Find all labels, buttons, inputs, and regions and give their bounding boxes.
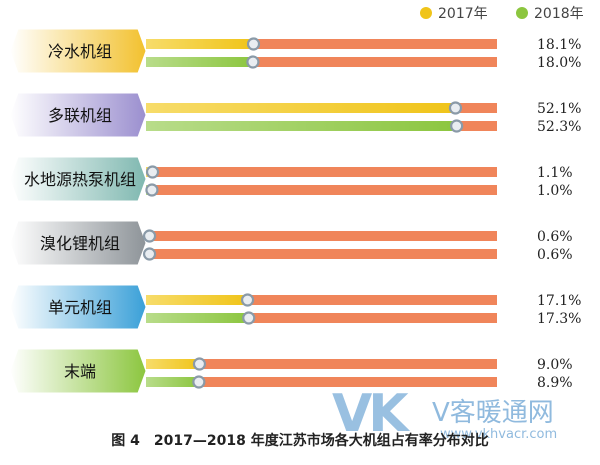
legend-2018: 2018年 xyxy=(516,3,584,23)
bar-marker-1-0 xyxy=(448,101,463,115)
bar-marker-3-0 xyxy=(142,229,157,243)
bar-track-5-0 xyxy=(146,359,497,369)
bar-track-0-0 xyxy=(146,39,497,49)
bar-track-3-0 xyxy=(146,231,497,241)
data-label-5-0: 9.0% xyxy=(537,357,573,373)
data-label-2-1: 1.0% xyxy=(537,183,573,199)
bar-track-3-1 xyxy=(146,249,497,259)
category-tag-3 xyxy=(9,220,147,266)
category-tag-5 xyxy=(9,348,147,394)
bar-track-4-1 xyxy=(146,313,497,323)
category-label-5: 末端 xyxy=(64,362,96,381)
bar-marker-1-1 xyxy=(450,119,464,133)
bar-1-1 xyxy=(146,121,457,131)
legend-2017: 2017年 xyxy=(420,3,488,23)
category-label-1: 多联机组 xyxy=(48,106,112,125)
figure-caption: 图 4 2017—2018 年度江苏市场各大机组占有率分布对比 xyxy=(111,433,489,449)
watermark-logo: VK xyxy=(332,384,409,444)
legend-2018-swatch xyxy=(516,7,528,19)
bar-marker-2-1 xyxy=(145,183,159,197)
data-label-4-1: 17.3% xyxy=(537,311,581,327)
legend-2017-label: 2017年 xyxy=(438,6,488,22)
category-label-3: 溴化锂机组 xyxy=(40,234,120,253)
bar-track-4-0 xyxy=(146,295,497,305)
bar-marker-0-0 xyxy=(246,37,261,51)
category-tag-4 xyxy=(9,284,147,330)
data-label-3-0: 0.6% xyxy=(537,229,573,245)
category-tag-1 xyxy=(9,92,147,138)
bar-0-0 xyxy=(146,39,254,49)
category-tag-2 xyxy=(9,156,147,202)
category-label-0: 冷水机组 xyxy=(48,42,112,61)
data-label-1-1: 52.3% xyxy=(537,119,581,135)
bar-marker-4-1 xyxy=(242,311,256,325)
watermark-name: V客暖通网 xyxy=(432,398,554,428)
data-label-0-0: 18.1% xyxy=(537,37,581,53)
data-label-5-1: 8.9% xyxy=(537,375,573,391)
category-tag-0 xyxy=(9,28,147,74)
data-label-4-0: 17.1% xyxy=(537,293,581,309)
bar-marker-3-1 xyxy=(142,247,157,261)
bar-chart: 冷水机组 18.1% 18.0% 多联机组 52.1% 52.3% 水地源热泵机组 1.1% 1… xyxy=(9,28,581,394)
bar-0-1 xyxy=(146,57,253,67)
legend-2017-swatch xyxy=(420,7,432,19)
bar-4-1 xyxy=(146,313,249,323)
data-label-0-1: 18.0% xyxy=(537,55,581,71)
category-label-2: 水地源热泵机组 xyxy=(24,170,136,189)
bar-track-0-1 xyxy=(146,57,497,67)
bar-marker-5-0 xyxy=(192,357,207,371)
bar-track-2-1 xyxy=(146,185,497,195)
legend-2018-label: 2018年 xyxy=(534,6,584,22)
data-label-3-1: 0.6% xyxy=(537,247,573,263)
bar-marker-4-0 xyxy=(240,293,255,307)
bar-track-5-1 xyxy=(146,377,497,387)
watermark-url: www.vkhvacr.com xyxy=(440,427,558,442)
data-label-1-0: 52.1% xyxy=(537,101,581,117)
bar-marker-0-1 xyxy=(246,55,260,69)
bar-4-0 xyxy=(146,295,248,305)
bar-marker-2-0 xyxy=(145,165,160,179)
data-label-2-0: 1.1% xyxy=(537,165,573,181)
bar-1-0 xyxy=(146,103,456,113)
bar-marker-5-1 xyxy=(192,375,206,389)
bar-5-1 xyxy=(146,377,199,387)
category-label-4: 单元机组 xyxy=(48,298,112,317)
bar-5-0 xyxy=(146,359,200,369)
bar-track-2-0 xyxy=(146,167,497,177)
